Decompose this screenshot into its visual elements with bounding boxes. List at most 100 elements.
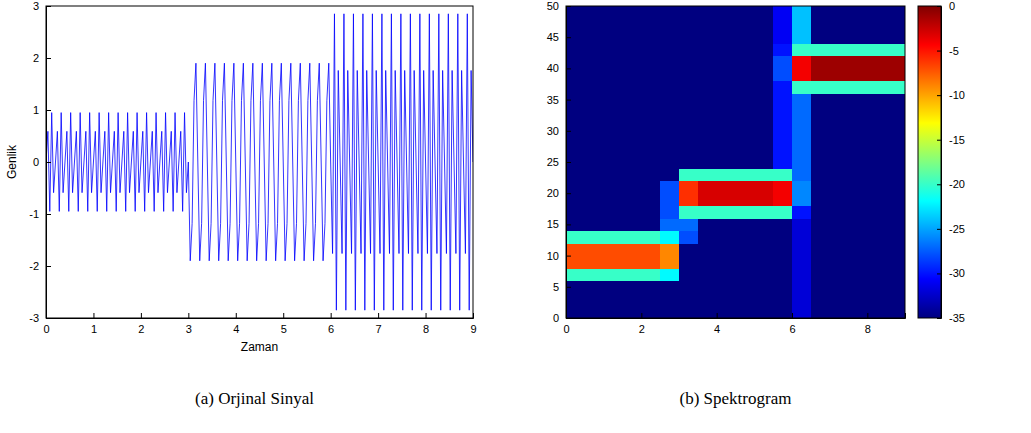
cell: [792, 293, 811, 306]
cell: [660, 118, 679, 131]
tick: 20: [547, 187, 571, 199]
tick-mark: [937, 95, 941, 96]
cell: [811, 106, 830, 119]
tick-mark: [566, 162, 571, 163]
cell: [849, 243, 868, 256]
cell: [679, 193, 698, 206]
cell: [849, 81, 868, 94]
cell: [717, 256, 736, 269]
cell: [830, 93, 849, 106]
cell: [792, 181, 811, 194]
cell: [623, 93, 642, 106]
cell: [773, 193, 792, 206]
cell: [867, 131, 886, 144]
cell: [736, 193, 755, 206]
cell: [566, 156, 585, 169]
tick-mark: [566, 131, 571, 132]
cell: [886, 106, 905, 119]
cell: [641, 181, 660, 194]
tick: -35: [937, 312, 965, 324]
cell: [717, 306, 736, 318]
cell: [585, 193, 604, 206]
cell: [736, 68, 755, 81]
cell: [717, 6, 736, 19]
cell: [641, 193, 660, 206]
cell: [698, 93, 717, 106]
cell: [867, 193, 886, 206]
cell: [679, 231, 698, 244]
tick: 9: [470, 313, 476, 335]
cell: [566, 131, 585, 144]
cell: [773, 168, 792, 181]
cell: [867, 268, 886, 281]
cell: [736, 293, 755, 306]
cell: [698, 68, 717, 81]
cell: [604, 168, 623, 181]
cell: [754, 193, 773, 206]
cell: [641, 293, 660, 306]
tick-label: 4: [714, 323, 720, 335]
cell: [849, 193, 868, 206]
cell: [585, 256, 604, 269]
cell: [604, 243, 623, 256]
tick-label: 45: [547, 31, 559, 43]
tick: 2: [639, 313, 645, 335]
cell: [754, 81, 773, 94]
plot-frame: [46, 6, 473, 318]
cell: [566, 93, 585, 106]
axis-line: [937, 7, 942, 319]
cell: [849, 268, 868, 281]
cell: [623, 31, 642, 44]
cell: [830, 6, 849, 19]
cell: [754, 56, 773, 69]
cell: [773, 143, 792, 156]
cell: [867, 181, 886, 194]
axis-line: [567, 313, 906, 319]
cell: [792, 156, 811, 169]
cell: [604, 193, 623, 206]
cell: [792, 243, 811, 256]
cell: [717, 168, 736, 181]
tick: -25: [937, 223, 965, 235]
cell: [679, 6, 698, 19]
axis-line: [47, 313, 474, 319]
cell: [886, 181, 905, 194]
cell: [736, 81, 755, 94]
tick-mark: [473, 313, 474, 318]
tick-label: 0: [43, 323, 49, 335]
cell: [811, 18, 830, 31]
cell: [566, 293, 585, 306]
tick: 3: [186, 313, 192, 335]
tick-label: -15: [949, 134, 965, 146]
tick-mark: [566, 224, 571, 225]
cell: [754, 268, 773, 281]
cell: [773, 293, 792, 306]
cell: [698, 131, 717, 144]
cell: [604, 131, 623, 144]
cell: [886, 31, 905, 44]
cell: [754, 18, 773, 31]
cell: [679, 268, 698, 281]
cell: [679, 281, 698, 294]
cell: [660, 231, 679, 244]
cell: [566, 218, 585, 231]
cell: [660, 143, 679, 156]
cell: [585, 56, 604, 69]
cell: [849, 231, 868, 244]
cell: [623, 206, 642, 219]
cell: [867, 31, 886, 44]
tick-label: 15: [547, 218, 559, 230]
tick: 25: [547, 156, 571, 168]
tick: 5: [281, 313, 287, 335]
cell: [830, 43, 849, 56]
cell: [566, 256, 585, 269]
cell: [660, 6, 679, 19]
cell: [886, 193, 905, 206]
cell: [717, 231, 736, 244]
cell: [585, 306, 604, 318]
cell: [849, 43, 868, 56]
cell: [679, 243, 698, 256]
cell: [754, 256, 773, 269]
cell: [641, 306, 660, 318]
cell: [641, 31, 660, 44]
